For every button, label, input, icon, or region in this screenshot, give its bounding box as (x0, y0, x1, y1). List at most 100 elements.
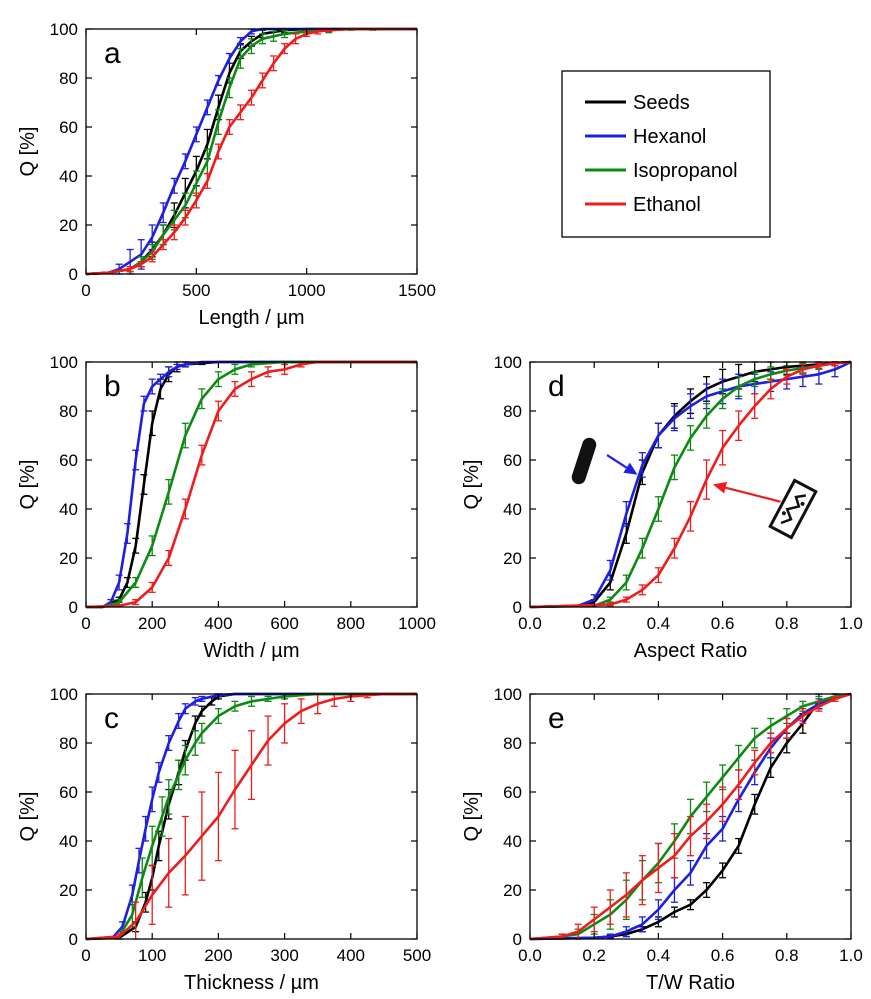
y-tick-label: 80 (503, 402, 522, 421)
x-tick-label: 0 (81, 614, 90, 633)
series-seeds (86, 360, 417, 609)
error-bar (735, 837, 743, 854)
error-bar (198, 695, 206, 702)
error-bar (264, 715, 272, 766)
error-bar (783, 717, 791, 739)
error-bar (165, 366, 173, 378)
legend-label: Ethanol (633, 194, 701, 216)
error-bar (236, 104, 244, 121)
series-ethanol (85, 27, 417, 276)
error-bar (142, 815, 150, 842)
x-tick-label: 0.4 (647, 946, 671, 965)
x-tick-label: 800 (337, 614, 365, 633)
y-tick-label: 100 (50, 20, 78, 39)
error-bar (719, 764, 727, 791)
x-tick-label: 400 (204, 614, 232, 633)
y-tick-label: 20 (503, 881, 522, 900)
error-bar (135, 847, 143, 874)
error-bar (622, 926, 630, 938)
error-bar (198, 722, 206, 744)
error-bar (236, 47, 244, 69)
series-line (85, 27, 417, 276)
x-tick-label: 1.0 (839, 946, 863, 965)
plot-frame (85, 693, 418, 940)
error-bar (225, 119, 233, 136)
series-line (85, 27, 417, 276)
series-ethanol (529, 692, 852, 941)
error-bar (236, 36, 244, 46)
error-bar (181, 422, 189, 449)
error-bar (719, 388, 727, 410)
series-hexanol (86, 360, 417, 609)
error-bar (123, 523, 131, 544)
plot-frame (529, 693, 852, 940)
error-bar (799, 363, 807, 375)
y-tick-label: 80 (59, 402, 78, 421)
plot-frame (85, 28, 418, 275)
series-ethanol (529, 360, 852, 609)
error-bar (191, 697, 199, 706)
error-bar (670, 537, 678, 559)
error-bar (148, 378, 156, 395)
plot-frame (85, 361, 418, 608)
panel-letter: b (104, 370, 121, 403)
x-tick-label: 1500 (398, 281, 436, 300)
panel-a: 0 500 1000 1500 0 20 40 60 80 100 Length / µm Q [%]… (17, 20, 436, 329)
y-tick-label: 40 (59, 832, 78, 851)
series-line (86, 360, 417, 609)
error-bar (148, 864, 156, 925)
y-axis-label: Q [%] (461, 791, 483, 841)
error-bar (654, 422, 662, 449)
y-axis-label: Q [%] (17, 791, 39, 841)
error-bar (687, 859, 694, 886)
error-bar (767, 732, 775, 754)
panel-e: 0.0 0.2 0.4 0.6 0.8 1.0 0 20 40 60 80 100 T/W Ratio Q… (461, 685, 863, 994)
y-tick-label: 100 (494, 685, 522, 704)
error-bar (198, 791, 206, 881)
series-line (529, 692, 852, 941)
x-tick-label: 0.0 (518, 614, 542, 633)
x-tick-label: 0.6 (711, 946, 735, 965)
error-bar (159, 202, 167, 224)
error-bar (270, 30, 278, 42)
error-bar (622, 872, 630, 918)
needle-particle-icon (571, 437, 597, 485)
error-bar (132, 537, 140, 554)
error-bar (297, 698, 305, 725)
error-bar (148, 535, 156, 557)
error-bar (638, 537, 646, 559)
series-seeds (85, 27, 417, 276)
error-bar (281, 29, 289, 39)
error-bar (270, 55, 278, 72)
x-axis-label: Thickness / µm (184, 972, 319, 994)
panel-letter: a (104, 37, 121, 70)
y-tick-label: 20 (59, 549, 78, 568)
error-bar (735, 769, 743, 800)
y-tick-label: 60 (59, 451, 78, 470)
particle-icons (571, 437, 818, 540)
error-bar (703, 402, 711, 429)
error-bar (248, 38, 255, 55)
error-bar (248, 371, 255, 388)
y-tick-label: 60 (503, 451, 522, 470)
error-bar (687, 815, 694, 857)
y-tick-label: 20 (59, 881, 78, 900)
error-bar (799, 708, 807, 725)
y-tick-label: 0 (513, 930, 522, 949)
error-bar (231, 749, 239, 830)
error-bar (670, 454, 678, 481)
x-tick-label: 0.8 (775, 946, 799, 965)
error-bar (142, 891, 150, 913)
error-bar (181, 815, 189, 896)
panel-c: 0 100 200 300 400 500 0 20 40 60 80 100 Thickness / … (17, 685, 431, 994)
error-bar (155, 761, 163, 783)
error-bar (115, 574, 123, 591)
x-tick-label: 0.8 (775, 614, 799, 633)
error-bar (225, 77, 233, 99)
x-tick-label: 500 (403, 946, 431, 965)
error-bar (231, 363, 239, 375)
error-bar (214, 400, 222, 422)
y-tick-label: 0 (69, 265, 78, 284)
error-bar (815, 700, 823, 712)
error-bar (606, 602, 614, 607)
